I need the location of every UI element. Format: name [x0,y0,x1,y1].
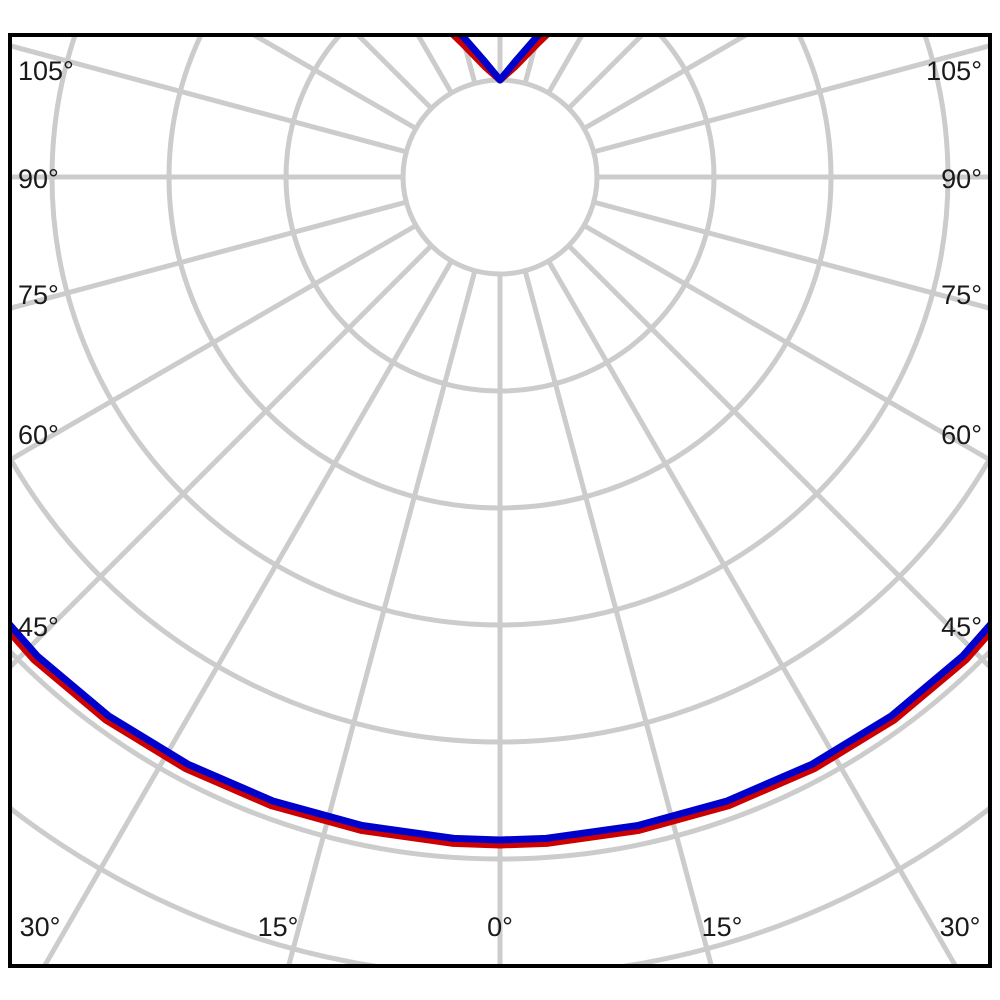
axis-label-left-1: 90° [18,164,59,194]
curve-c0-c180 [12,37,988,849]
axis-label-bottom-4: 30° [939,912,981,942]
axis-label-left-3: 60° [18,420,59,450]
axis-label-bottom-3: 15° [701,912,743,942]
axis-label-left-0: 105° [18,56,74,86]
axis-label-left-4: 45° [18,612,59,642]
axis-label-bottom-0: 30° [19,912,61,942]
axis-label-bottom-1: 15° [257,912,299,942]
axis-label-right-4: 45° [941,612,982,642]
axis-label-bottom-2: 0° [487,912,513,942]
axis-label-right-1: 90° [941,164,982,194]
axis-label-left-2: 75° [18,280,59,310]
curve-c90-c270 [12,37,988,844]
axis-label-right-0: 105° [926,56,982,86]
axis-label-right-2: 75° [941,280,982,310]
axis-label-right-3: 60° [941,420,982,450]
distribution-curves [12,37,988,849]
